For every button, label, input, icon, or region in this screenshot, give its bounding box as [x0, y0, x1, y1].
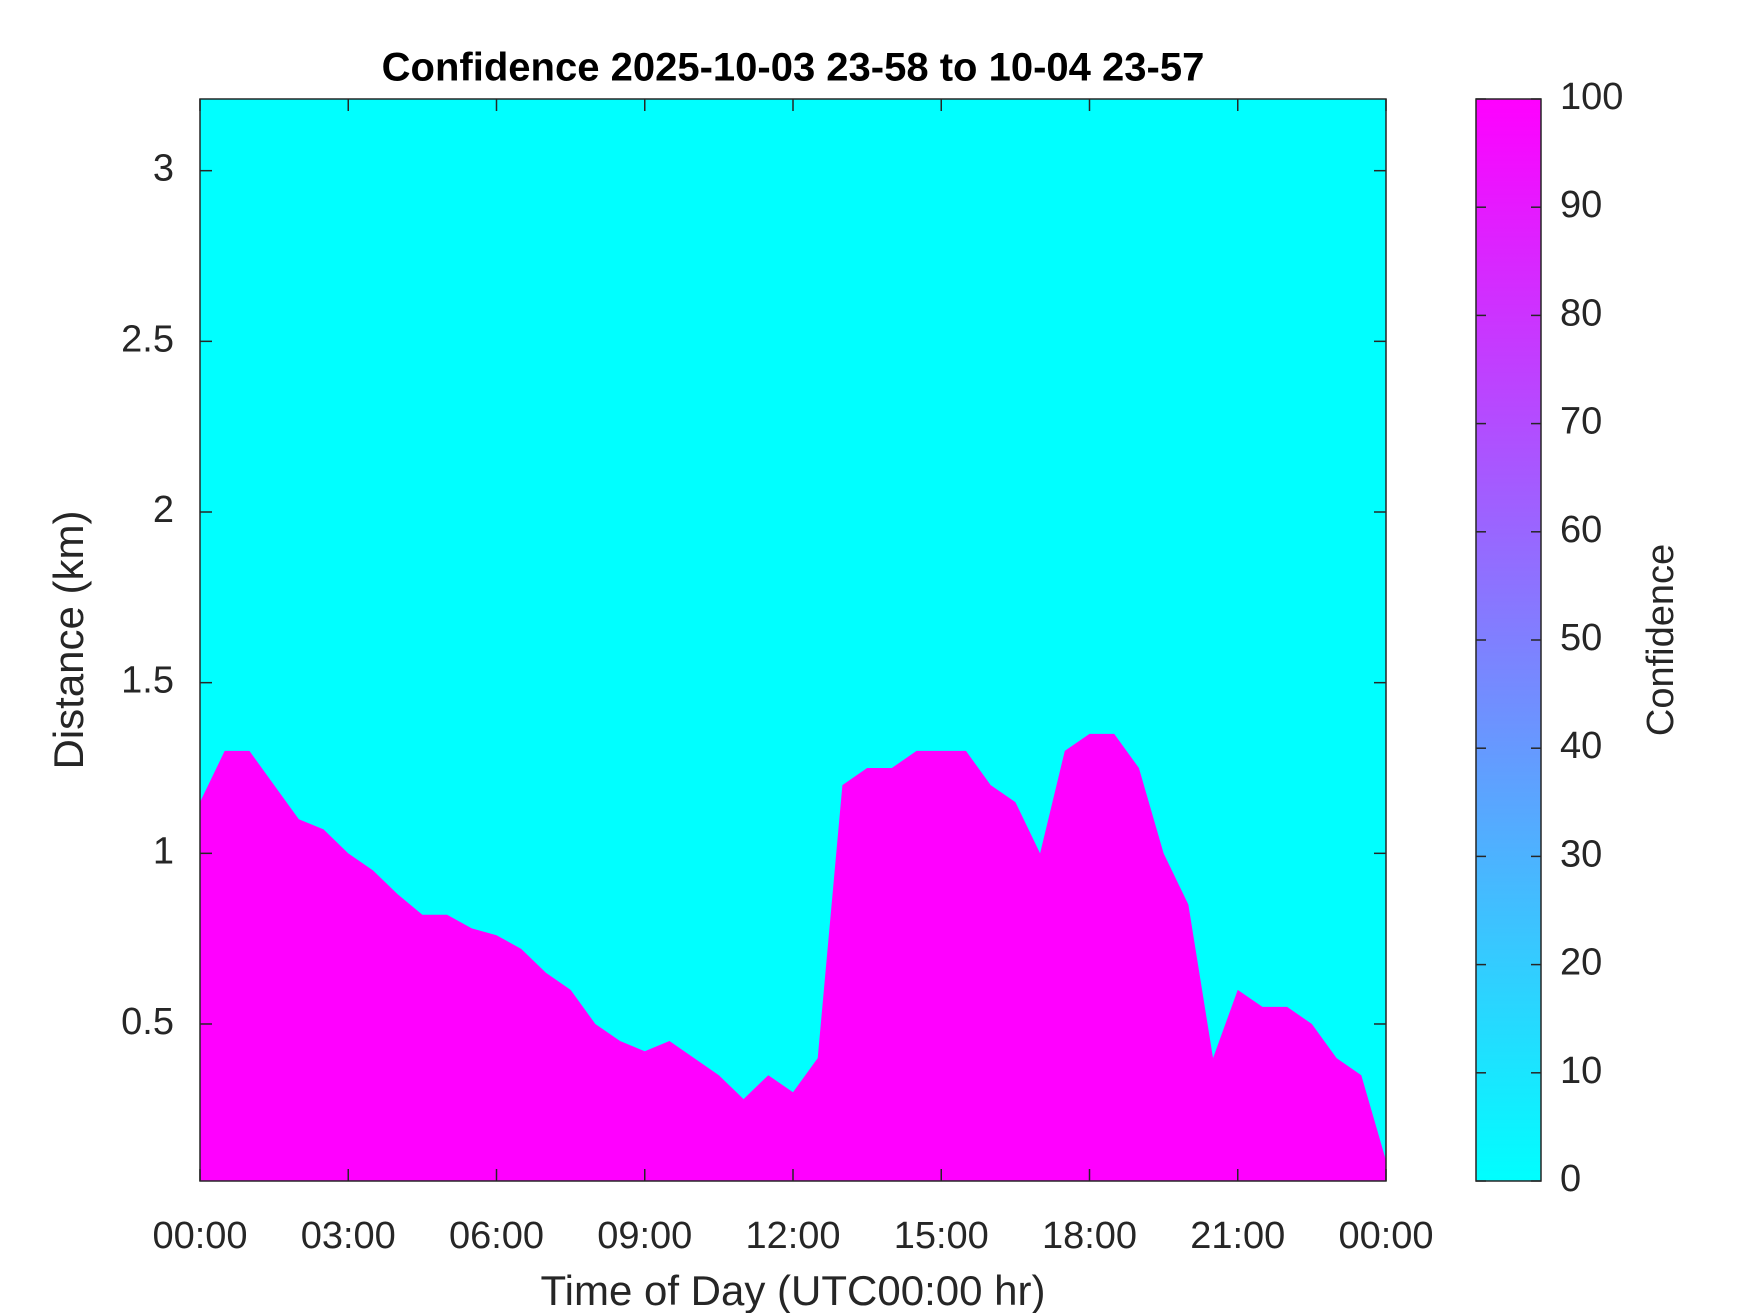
colorbar-tick-label: 60	[1560, 509, 1602, 551]
x-tick-label: 06:00	[449, 1215, 544, 1257]
colorbar-tick-label: 40	[1560, 725, 1602, 767]
colorbar-tick-label: 20	[1560, 942, 1602, 984]
colorbar-tick-label: 50	[1560, 617, 1602, 659]
colorbar-tick-label: 90	[1560, 184, 1602, 226]
colorbar-tick-label: 100	[1560, 76, 1623, 118]
colorbar-tick-label: 80	[1560, 292, 1602, 334]
y-tick-label: 2	[153, 489, 174, 531]
colorbar-tick-label: 30	[1560, 833, 1602, 875]
x-tick-label: 00:00	[152, 1215, 247, 1257]
y-axis-label: Distance (km)	[45, 510, 92, 769]
y-tick-label: 2.5	[121, 318, 174, 360]
y-tick-label: 0.5	[121, 1001, 174, 1043]
x-tick-label: 00:00	[1338, 1215, 1433, 1257]
y-tick-label: 1.5	[121, 660, 174, 702]
x-tick-label: 03:00	[301, 1215, 396, 1257]
y-tick-label: 3	[153, 148, 174, 190]
x-tick-label: 09:00	[597, 1215, 692, 1257]
colorbar-tick-label: 0	[1560, 1158, 1581, 1200]
colorbar-tick-label: 10	[1560, 1050, 1602, 1092]
y-tick-label: 1	[153, 830, 174, 872]
high-confidence-area	[200, 733, 1386, 1181]
colorbar-label: Confidence	[1640, 544, 1682, 736]
colorbar-tick-label: 70	[1560, 401, 1602, 443]
x-tick-label: 18:00	[1042, 1215, 1137, 1257]
x-axis-label: Time of Day (UTC00:00 hr)	[541, 1267, 1046, 1313]
chart-title: Confidence 2025-10-03 23-58 to 10-04 23-…	[382, 46, 1205, 90]
x-tick-label: 21:00	[1190, 1215, 1285, 1257]
x-tick-label: 15:00	[894, 1215, 989, 1257]
x-tick-label: 12:00	[745, 1215, 840, 1257]
